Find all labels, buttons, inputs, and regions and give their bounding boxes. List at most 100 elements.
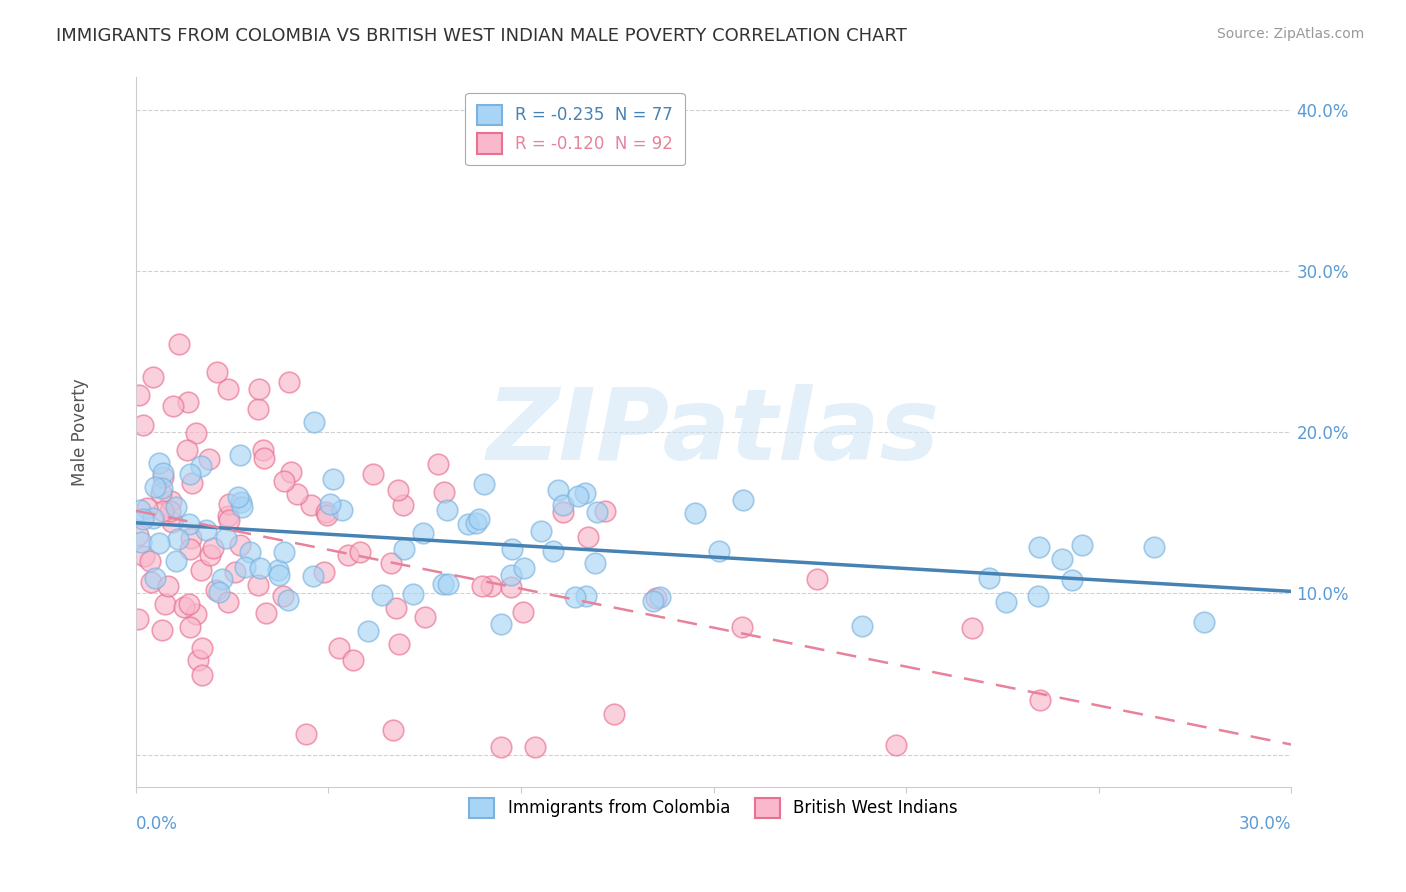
Point (132, 418, 155, 433)
Point (166, 533, 188, 547)
Point (1026, 590, 1049, 604)
Point (159, 503, 181, 517)
Point (224, 566, 246, 580)
Point (413, 610, 436, 624)
Point (141, 369, 163, 384)
Text: ZIPatlas: ZIPatlas (486, 384, 941, 481)
Point (152, 470, 174, 484)
Point (479, 579, 502, 593)
Point (960, 622, 983, 636)
Point (412, 526, 434, 541)
Point (541, 543, 564, 558)
Point (127, 528, 149, 542)
Point (994, 595, 1017, 609)
Point (278, 375, 301, 389)
Point (1194, 615, 1216, 629)
Point (150, 485, 173, 500)
Point (179, 542, 201, 557)
Point (1143, 541, 1166, 555)
Point (204, 583, 226, 598)
Point (229, 537, 252, 551)
Point (583, 556, 606, 570)
Point (128, 388, 150, 402)
Point (148, 456, 170, 470)
Point (217, 382, 239, 396)
Point (128, 503, 150, 517)
Point (148, 535, 170, 549)
Point (162, 400, 184, 414)
Point (254, 607, 277, 621)
Point (132, 549, 155, 563)
Point (145, 480, 167, 494)
Point (567, 489, 589, 503)
Point (342, 653, 364, 667)
Point (165, 500, 187, 515)
Point (315, 505, 337, 519)
Point (457, 517, 479, 532)
Point (273, 474, 295, 488)
Point (512, 605, 534, 619)
Point (371, 589, 394, 603)
Point (361, 467, 384, 481)
Point (436, 502, 458, 516)
Point (226, 490, 249, 504)
Y-axis label: Male Poverty: Male Poverty (72, 378, 89, 486)
Point (277, 592, 299, 607)
Point (388, 637, 411, 651)
Point (387, 483, 409, 497)
Point (530, 524, 553, 539)
Point (190, 459, 212, 474)
Point (357, 624, 380, 638)
Point (179, 467, 201, 481)
Point (730, 620, 752, 634)
Point (806, 572, 828, 586)
Point (707, 544, 730, 558)
Point (299, 498, 322, 512)
Point (575, 589, 598, 603)
Point (190, 563, 212, 577)
Point (173, 599, 195, 614)
Text: 30.0%: 30.0% (1239, 815, 1292, 833)
Point (139, 554, 162, 568)
Point (165, 554, 187, 568)
Point (139, 575, 162, 590)
Point (153, 598, 176, 612)
Point (586, 504, 609, 518)
Point (198, 452, 221, 467)
Point (1029, 692, 1052, 706)
Point (160, 494, 183, 508)
Point (191, 667, 214, 681)
Point (287, 487, 309, 501)
Point (267, 563, 290, 577)
Point (650, 590, 672, 604)
Point (231, 500, 253, 514)
Point (295, 726, 318, 740)
Point (215, 531, 238, 545)
Point (246, 402, 269, 417)
Point (217, 508, 239, 523)
Point (437, 577, 460, 591)
Text: IMMIGRANTS FROM COLOMBIA VS BRITISH WEST INDIAN MALE POVERTY CORRELATION CHART: IMMIGRANTS FROM COLOMBIA VS BRITISH WEST… (56, 27, 907, 45)
Point (186, 607, 208, 621)
Point (513, 561, 536, 575)
Point (187, 653, 209, 667)
Point (201, 541, 224, 555)
Point (382, 723, 405, 737)
Point (330, 503, 353, 517)
Point (641, 593, 664, 607)
Text: Source: ZipAtlas.com: Source: ZipAtlas.com (1216, 27, 1364, 41)
Point (200, 548, 222, 562)
Point (1050, 552, 1073, 566)
Point (152, 466, 174, 480)
Point (402, 586, 425, 600)
Point (491, 616, 513, 631)
Point (392, 498, 415, 512)
Point (132, 512, 155, 526)
Point (501, 580, 523, 594)
Point (271, 589, 294, 603)
Legend: Immigrants from Colombia, British West Indians: Immigrants from Colombia, British West I… (463, 791, 965, 825)
Point (1062, 574, 1084, 588)
Point (316, 508, 339, 522)
Point (218, 497, 240, 511)
Point (595, 503, 617, 517)
